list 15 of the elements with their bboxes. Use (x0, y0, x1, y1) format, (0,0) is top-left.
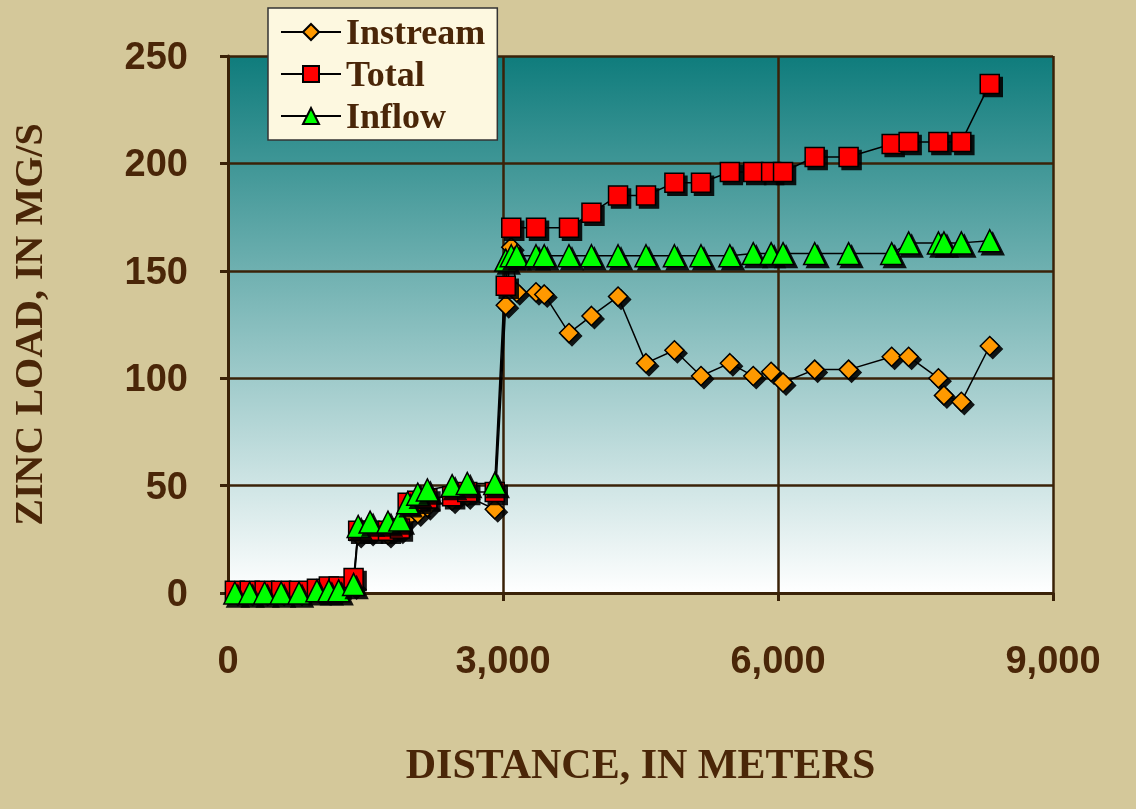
y-tick-label: 250 (124, 35, 188, 77)
x-axis-title: DISTANCE, IN METERS (405, 741, 876, 787)
legend-label: Inflow (346, 96, 447, 136)
legend-label: Instream (346, 12, 486, 52)
y-axis-title: ZINC LOAD, IN MG/S (5, 123, 51, 526)
x-tick-label: 3,000 (455, 639, 551, 681)
y-tick-label: 100 (124, 357, 188, 400)
x-tick-label: 0 (217, 639, 239, 681)
x-tick-label: 6,000 (730, 639, 826, 681)
y-tick-label: 50 (145, 464, 188, 507)
y-tick-label: 150 (124, 249, 188, 292)
x-tick-label: 9,000 (1005, 639, 1101, 681)
y-tick-label: 0 (166, 572, 188, 614)
legend-label: Total (346, 54, 425, 94)
y-tick-label: 200 (124, 142, 188, 185)
